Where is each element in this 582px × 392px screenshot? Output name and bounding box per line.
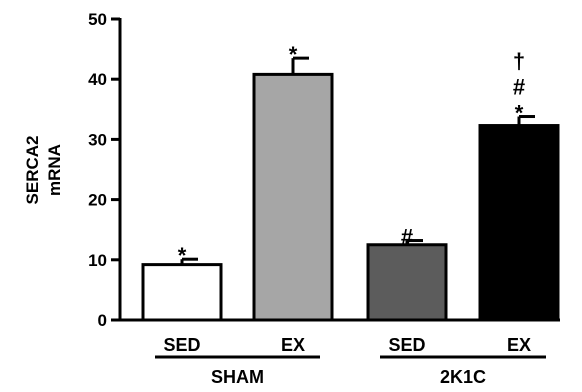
significance-marker: * (289, 42, 298, 67)
category-label: EX (281, 335, 305, 355)
significance-marker: # (513, 75, 525, 100)
y-axis-label-line: SERCA2 (23, 136, 42, 205)
category-label: SED (163, 335, 200, 355)
y-tick-label: 30 (88, 130, 107, 149)
y-axis-label-line: mRNA (45, 144, 64, 196)
y-tick-label: 40 (88, 70, 107, 89)
category-label: EX (507, 335, 531, 355)
bar (141, 263, 223, 322)
group-label: SHAM (211, 367, 264, 387)
y-axis-label: SERCA2 mRNA (23, 136, 64, 205)
y-tick-label: 0 (98, 311, 107, 330)
significance-marker: * (178, 243, 187, 268)
bar (366, 243, 448, 322)
group-label: 2K1C (440, 367, 486, 387)
category-label: SED (388, 335, 425, 355)
bar (252, 72, 334, 322)
y-tick-label: 50 (88, 10, 107, 29)
bars: **#*#† (141, 42, 560, 322)
y-tick-label: 20 (88, 191, 107, 210)
significance-marker: # (401, 225, 413, 250)
category-labels: SED EX SED EX SHAM 2K1C (155, 335, 546, 387)
significance-marker: * (515, 101, 524, 126)
y-tick-label: 10 (88, 251, 107, 270)
significance-marker: † (513, 49, 525, 74)
bar (478, 124, 560, 322)
